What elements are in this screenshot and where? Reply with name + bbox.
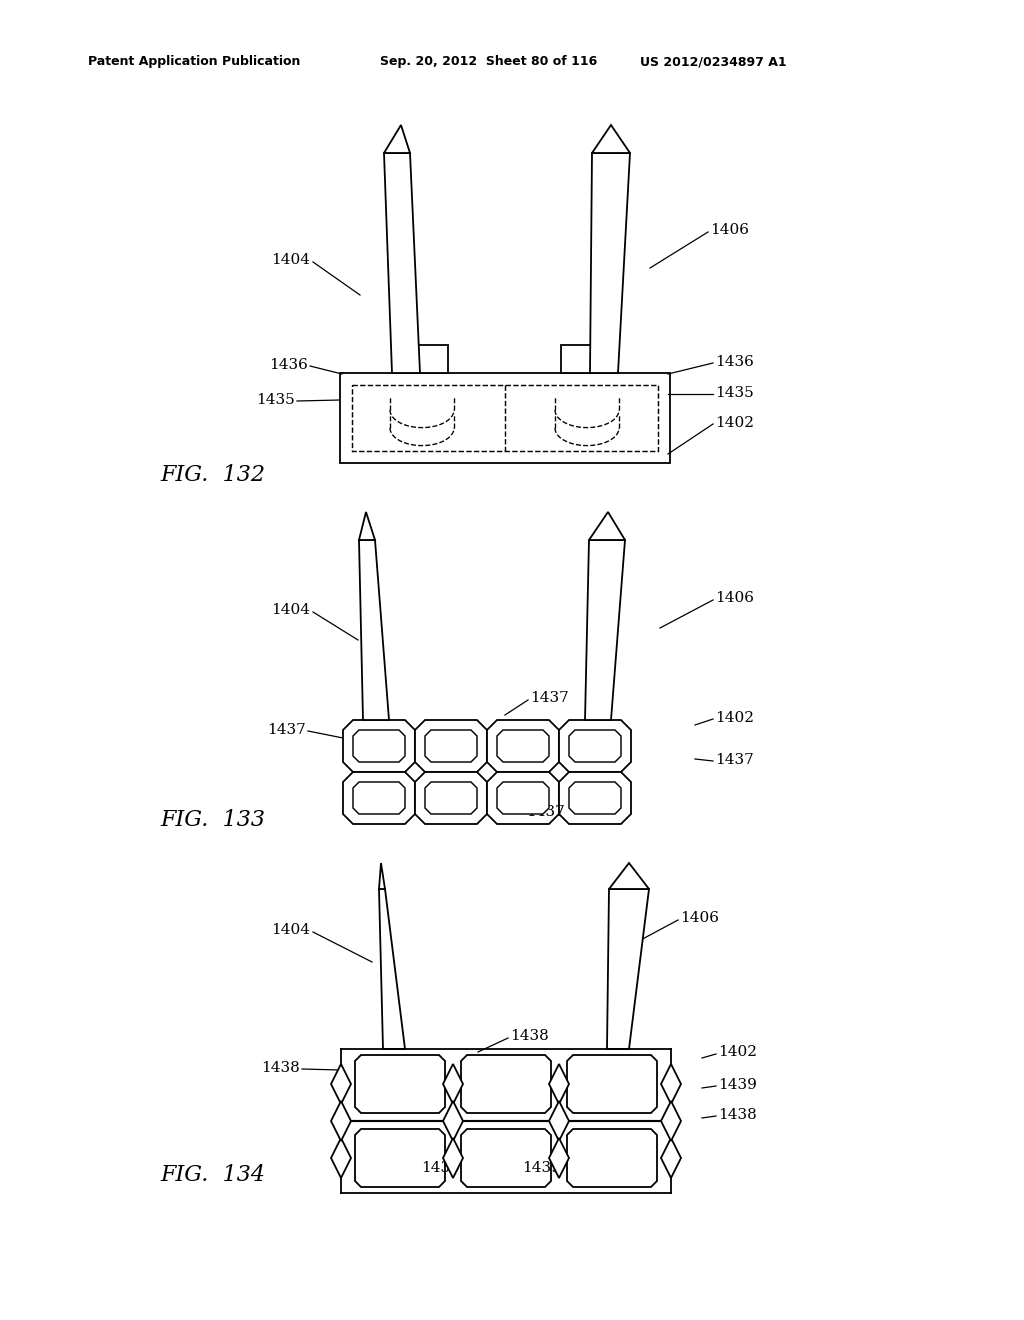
Polygon shape <box>415 772 487 824</box>
Polygon shape <box>662 1138 681 1177</box>
Polygon shape <box>443 1138 463 1177</box>
Polygon shape <box>609 863 649 888</box>
Text: 1406: 1406 <box>680 911 719 925</box>
Polygon shape <box>589 512 625 540</box>
Polygon shape <box>662 1064 681 1104</box>
Polygon shape <box>353 781 406 814</box>
Polygon shape <box>331 1138 351 1177</box>
Text: 1402: 1402 <box>715 711 754 725</box>
Polygon shape <box>379 863 385 888</box>
Text: 1437: 1437 <box>525 805 564 818</box>
Polygon shape <box>497 781 549 814</box>
Text: Sep. 20, 2012  Sheet 80 of 116: Sep. 20, 2012 Sheet 80 of 116 <box>380 55 597 69</box>
Text: 1438: 1438 <box>510 1030 549 1043</box>
Polygon shape <box>359 540 389 719</box>
Text: 1435: 1435 <box>715 385 754 400</box>
Text: Patent Application Publication: Patent Application Publication <box>88 55 300 69</box>
Polygon shape <box>355 1055 445 1113</box>
Polygon shape <box>355 1129 445 1187</box>
Text: 1404: 1404 <box>271 923 310 937</box>
Text: FIG.  132: FIG. 132 <box>160 465 265 486</box>
Text: 1439: 1439 <box>718 1078 757 1092</box>
Text: FIG.  133: FIG. 133 <box>160 809 265 832</box>
Polygon shape <box>425 730 477 762</box>
Text: 1404: 1404 <box>271 603 310 616</box>
Text: 1439: 1439 <box>522 1162 561 1175</box>
Polygon shape <box>384 153 420 374</box>
Text: FIG.  134: FIG. 134 <box>160 1164 265 1185</box>
Polygon shape <box>343 719 415 772</box>
Text: 1436: 1436 <box>715 355 754 370</box>
Polygon shape <box>549 1101 569 1140</box>
Polygon shape <box>569 781 621 814</box>
Text: 1436: 1436 <box>269 358 308 372</box>
Polygon shape <box>331 1101 351 1140</box>
Polygon shape <box>343 772 415 824</box>
Bar <box>416 345 449 374</box>
Text: 1437: 1437 <box>530 690 568 705</box>
Polygon shape <box>497 730 549 762</box>
Polygon shape <box>487 719 559 772</box>
Polygon shape <box>567 1129 657 1187</box>
Text: 1406: 1406 <box>710 223 749 238</box>
Polygon shape <box>461 1129 551 1187</box>
Polygon shape <box>559 719 631 772</box>
Bar <box>352 385 658 451</box>
Text: 1435: 1435 <box>256 393 295 407</box>
Polygon shape <box>425 781 477 814</box>
Polygon shape <box>590 153 630 374</box>
Text: 1438: 1438 <box>261 1061 300 1074</box>
Bar <box>561 345 593 374</box>
Polygon shape <box>607 888 649 1049</box>
Polygon shape <box>415 719 487 772</box>
Polygon shape <box>567 1055 657 1113</box>
Text: 1406: 1406 <box>715 591 754 605</box>
Text: 1437: 1437 <box>715 752 754 767</box>
Polygon shape <box>384 125 410 153</box>
Text: 1438: 1438 <box>718 1107 757 1122</box>
Polygon shape <box>569 730 621 762</box>
Text: 1437: 1437 <box>267 723 306 737</box>
Polygon shape <box>443 1101 463 1140</box>
Polygon shape <box>487 772 559 824</box>
Polygon shape <box>549 1064 569 1104</box>
Polygon shape <box>662 1101 681 1140</box>
Polygon shape <box>331 1064 351 1104</box>
Text: 1402: 1402 <box>715 416 754 430</box>
Polygon shape <box>443 1064 463 1104</box>
Polygon shape <box>592 125 630 153</box>
Polygon shape <box>549 1138 569 1177</box>
Polygon shape <box>461 1055 551 1113</box>
Text: 1402: 1402 <box>718 1045 757 1059</box>
Text: 1439: 1439 <box>421 1162 460 1175</box>
Bar <box>340 374 670 463</box>
Text: 1404: 1404 <box>271 253 310 267</box>
Polygon shape <box>353 730 406 762</box>
Polygon shape <box>585 540 625 719</box>
Text: US 2012/0234897 A1: US 2012/0234897 A1 <box>640 55 786 69</box>
Polygon shape <box>379 888 406 1049</box>
Polygon shape <box>559 772 631 824</box>
Polygon shape <box>359 512 375 540</box>
